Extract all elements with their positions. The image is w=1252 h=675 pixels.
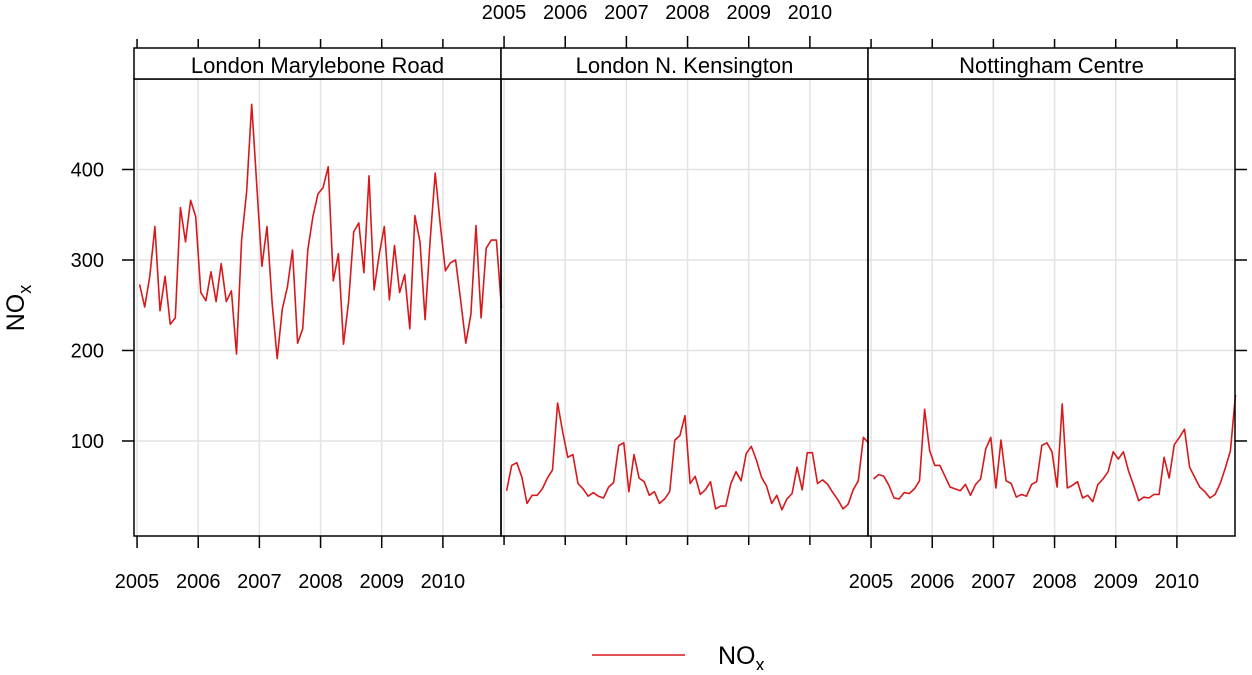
gridlines <box>134 79 1235 536</box>
x-tick-label: 2006 <box>543 2 588 24</box>
strip-label: London Marylebone Road <box>191 53 444 78</box>
x-tick-label: 2006 <box>910 571 955 593</box>
y-axis-label-text: NO <box>2 294 30 332</box>
legend-label-subscript: x <box>756 655 765 670</box>
strip-label: London N. Kensington <box>576 53 794 78</box>
panel-frame <box>500 78 869 537</box>
x-tick-label: 2008 <box>1032 571 1077 593</box>
x-tick-label: 2009 <box>359 571 404 593</box>
y-axis-label-subscript: x <box>15 285 35 294</box>
series-line-2 <box>873 394 1237 503</box>
legend: NOx <box>592 642 765 675</box>
legend-label-text: NO <box>718 642 756 670</box>
series-line-0 <box>138 103 503 360</box>
series-lines <box>138 103 1237 511</box>
x-tick-label: 2010 <box>788 2 833 24</box>
y-tick-label: 300 <box>71 250 104 272</box>
panel-strips: London Marylebone Road London N. Kensingt… <box>133 47 1236 80</box>
panel-frame <box>867 78 1236 537</box>
axis-ticks <box>122 36 1247 548</box>
panel-frames <box>133 78 1236 537</box>
x-tick-label: 2007 <box>604 2 649 24</box>
x-tick-label: 2008 <box>665 2 710 24</box>
y-tick-label: 100 <box>71 431 104 453</box>
panel-frame <box>133 78 502 537</box>
axis-tick-labels: 2005 2006 2007 2008 2009 2010 2005 2006 2007 2008… <box>71 2 1200 593</box>
x-tick-label: 2010 <box>421 571 466 593</box>
x-tick-label: 2005 <box>482 2 527 24</box>
y-tick-label: 200 <box>71 340 104 362</box>
x-tick-label: 2008 <box>298 571 343 593</box>
strip-box <box>867 47 1236 80</box>
y-axis-label: NOx <box>2 285 35 332</box>
x-tick-label: 2010 <box>1155 571 1200 593</box>
x-tick-label: 2007 <box>971 571 1016 593</box>
x-tick-label: 2005 <box>849 571 894 593</box>
x-tick-label: 2009 <box>726 2 771 24</box>
y-tick-label: 400 <box>71 159 104 181</box>
legend-label: NOx <box>718 642 765 670</box>
strip-label: Nottingham Centre <box>959 53 1144 78</box>
x-tick-label: 2006 <box>176 571 221 593</box>
x-tick-label: 2009 <box>1093 571 1138 593</box>
x-tick-label: 2005 <box>115 571 160 593</box>
series-line-1 <box>505 402 870 511</box>
x-tick-label: 2007 <box>237 571 282 593</box>
